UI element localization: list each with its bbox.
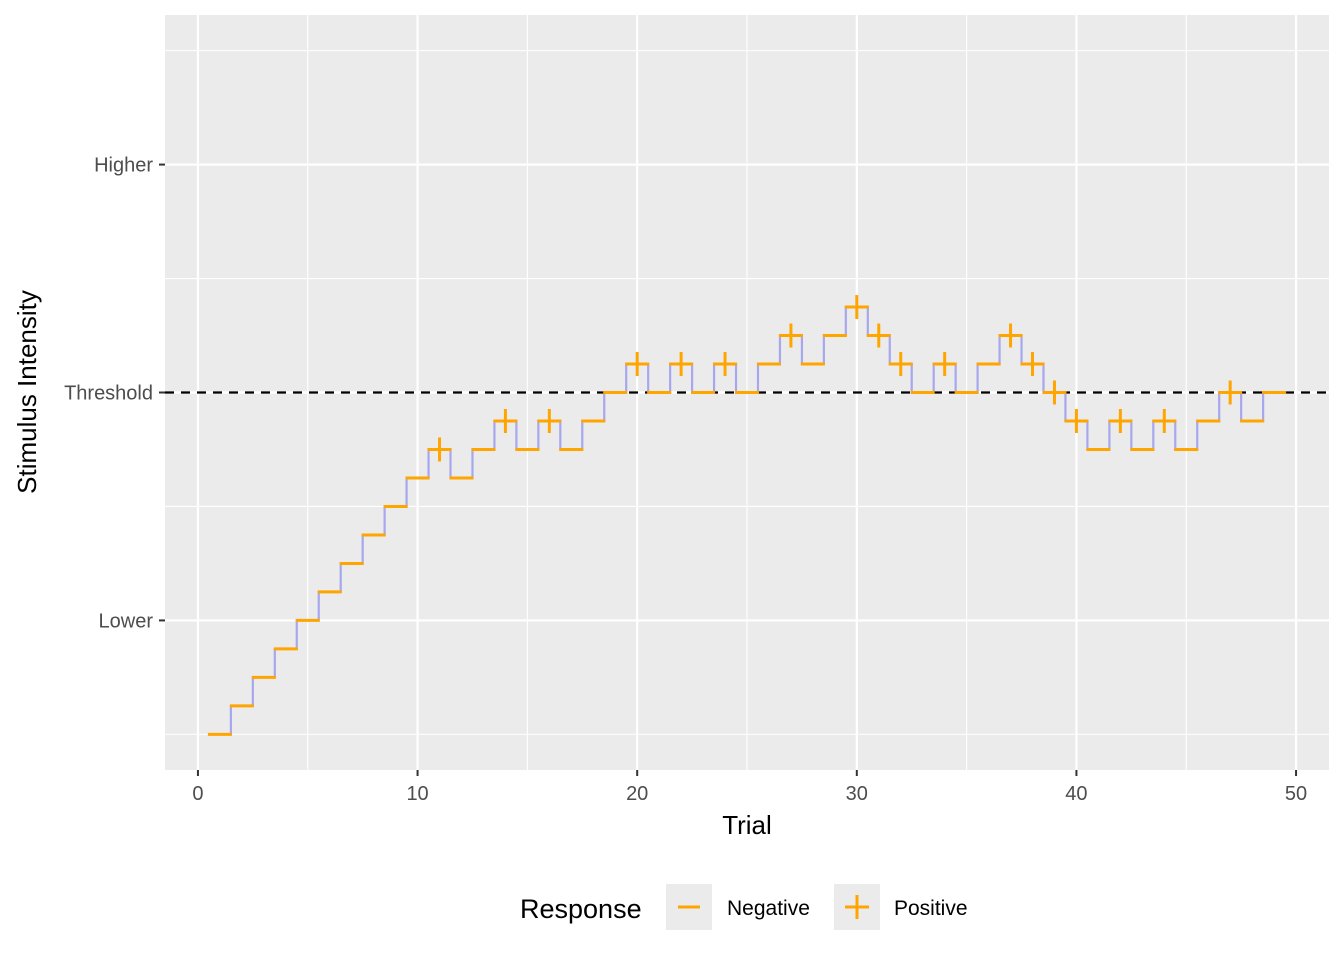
y-tick-label: Lower (99, 610, 154, 632)
x-tick-label: 40 (1065, 783, 1087, 805)
positive-marker (1042, 380, 1067, 405)
x-tick-label: 30 (846, 783, 868, 805)
x-axis-title: Trial (722, 810, 772, 840)
response-markers (207, 295, 1287, 736)
positive-marker (493, 408, 518, 433)
positive-marker (888, 352, 913, 377)
axes: 0 10 20 30 40 50 Lower Threshold Higher (64, 155, 1307, 805)
positive-marker (1152, 408, 1177, 433)
positive-marker (427, 437, 452, 462)
positive-marker (1020, 352, 1045, 377)
positive-marker (1108, 408, 1133, 433)
x-tick-label: 0 (192, 783, 203, 805)
positive-marker (669, 352, 694, 377)
positive-marker (866, 323, 891, 348)
x-tick-label: 10 (406, 783, 428, 805)
positive-marker (537, 408, 562, 433)
y-axis-title: Stimulus Intensity (12, 290, 42, 494)
legend-title: Response (520, 894, 642, 924)
x-tick-label: 20 (626, 783, 648, 805)
y-tick-label: Threshold (64, 383, 153, 405)
positive-marker (778, 323, 803, 348)
positive-marker (1218, 380, 1243, 405)
positive-marker (998, 323, 1023, 348)
positive-marker (1064, 408, 1089, 433)
positive-marker (932, 352, 957, 377)
positive-marker (844, 295, 869, 320)
y-tick-label: Higher (94, 155, 153, 177)
legend-label-positive: Positive (894, 897, 968, 920)
positive-marker (713, 352, 738, 377)
x-tick-label: 50 (1285, 783, 1307, 805)
legend: Response Negative Positive (520, 884, 968, 930)
positive-marker (625, 352, 650, 377)
legend-label-negative: Negative (727, 897, 810, 920)
